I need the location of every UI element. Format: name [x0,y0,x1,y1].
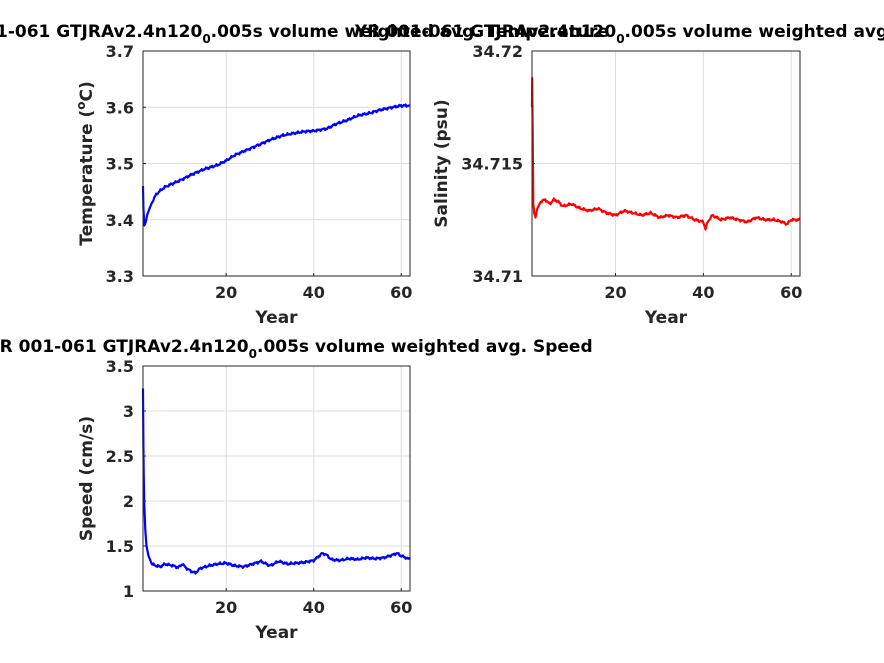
temperature-x-axis-label: Year [254,308,298,328]
temperature-y-axis-label: Temperature (oC) [74,81,97,245]
speed-x-tick-label: 60 [390,598,412,617]
salinity-y-tick-label: 34.72 [472,42,523,61]
temperature-y-tick-label: 3.5 [106,155,134,174]
speed-y-tick-label: 2.5 [106,447,134,466]
salinity-x-tick-label: 40 [692,283,714,302]
temperature-y-tick-label: 3.4 [106,211,134,230]
salinity-y-tick-label: 34.71 [472,267,523,286]
speed-series-line [141,388,411,575]
temperature-x-tick-label: 20 [215,283,237,302]
salinity-series-line [530,76,801,231]
speed-y-axis-label: Speed (cm/s) [77,416,97,541]
salinity-y-axis-label: Salinity (psu) [432,99,452,227]
speed-y-tick-label: 3 [123,402,134,421]
salinity-x-tick-label: 60 [780,283,802,302]
speed-y-tick-label: 2 [123,492,134,511]
speed-y-tick-label: 3.5 [106,357,134,376]
speed-panel: 20 40 60 1 1.5 2 2.5 3 3.5 YR 001-061 GTJRAv2.4n… [0,337,593,643]
temperature-series-line [141,103,411,227]
speed-axes-box [142,365,411,592]
salinity-x-axis-label: Year [644,308,688,328]
salinity-panel: 20 40 60 34.71 34.715 34.72 YR 001-061 GTJRAv… [354,22,884,328]
salinity-y-tick-label: 34.715 [461,155,523,174]
temperature-y-tick-label: 3.7 [106,42,134,61]
temperature-x-tick-label: 40 [303,283,325,302]
speed-y-tick-label: 1 [123,582,134,601]
salinity-title: YR 001-061 GTJRAv2.4n1200.005s volume we… [354,22,884,46]
speed-title: YR 001-061 GTJRAv2.4n1200.005s volume we… [0,337,593,361]
temperature-x-tick-label: 60 [390,283,412,302]
salinity-x-tick-label: 20 [604,283,626,302]
temperature-panel: 20 40 60 3.3 3.4 3.5 3.6 3.7 YR 001-061 GTJRAv2… [0,22,609,328]
temperature-title: YR 001-061 GTJRAv2.4n1200.005s volume we… [0,22,609,46]
speed-x-tick-label: 20 [215,598,237,617]
speed-x-tick-label: 40 [303,598,325,617]
speed-y-tick-label: 1.5 [106,537,134,556]
temperature-y-tick-label: 3.3 [106,267,134,286]
speed-x-axis-label: Year [254,623,298,643]
temperature-y-tick-label: 3.6 [106,98,134,117]
